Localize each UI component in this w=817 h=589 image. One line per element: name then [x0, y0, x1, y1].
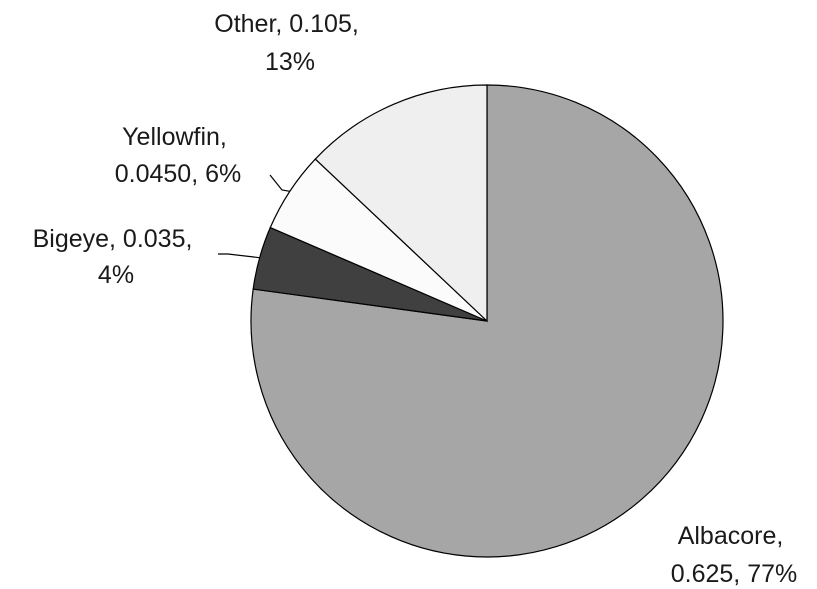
- pie-slice-other: [314, 84, 488, 323]
- label-albacore-line-1: Albacore,: [678, 522, 784, 550]
- leader-lines: [218, 174, 290, 259]
- leader-line-yellowfin: [269, 174, 290, 192]
- label-yellowfin-line-1: Yellowfin,: [122, 123, 227, 151]
- label-bigeye: Bigeye, 0.035, 4%: [33, 225, 200, 289]
- label-albacore-line-2: 0.625, 77%: [671, 560, 798, 588]
- label-bigeye-line-2: 4%: [98, 261, 134, 289]
- label-bigeye-line-1: Bigeye, 0.035,: [33, 225, 193, 253]
- label-albacore: Albacore, 0.625, 77%: [671, 522, 798, 588]
- pie-slices: [250, 84, 724, 558]
- leader-line-bigeye: [218, 253, 260, 259]
- label-other-line-2: 13%: [265, 48, 315, 76]
- label-other-line-1: Other, 0.105,: [214, 10, 359, 38]
- label-other: Other, 0.105, 13%: [214, 10, 366, 76]
- label-yellowfin: Yellowfin, 0.0450, 6%: [115, 123, 242, 188]
- label-yellowfin-line-2: 0.0450, 6%: [115, 160, 242, 188]
